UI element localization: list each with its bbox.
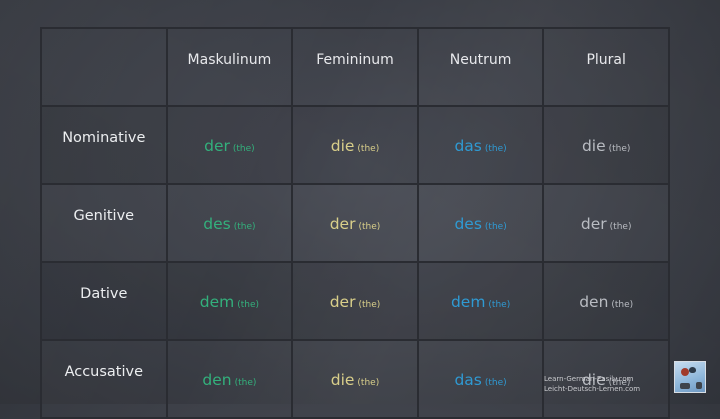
article-gloss: (the) xyxy=(484,221,507,232)
article-cell-neuter: des (the) xyxy=(416,183,545,263)
website-url-english: Learn-German-Easily.com xyxy=(544,375,634,383)
table-row-dative: Dative dem (the) der (the) dem (the) den (th… xyxy=(40,261,670,341)
article-cell-plural: der (the) xyxy=(542,183,670,263)
table-row-nominative: Nominative der (the) die (the) das (the) di… xyxy=(40,105,670,185)
article-gloss: (the) xyxy=(608,377,631,388)
article-cell-masculine: der (the) xyxy=(165,105,294,185)
article-word: die xyxy=(330,136,355,155)
article-cell-masculine: des (the) xyxy=(165,183,294,263)
row-label: Accusative xyxy=(40,339,168,419)
column-header-plural: Plural xyxy=(542,27,670,107)
article-word: der xyxy=(204,136,230,155)
logo-object2-icon xyxy=(696,382,702,389)
article-word: den xyxy=(579,292,609,311)
article-gloss: (the) xyxy=(232,143,255,154)
article-cell-plural: den (the) xyxy=(542,261,670,341)
article-gloss: (the) xyxy=(357,377,380,388)
article-cell-neuter: das (the) xyxy=(416,105,545,185)
article-cell-neuter: das (the) xyxy=(416,339,545,419)
article-word: das xyxy=(454,136,482,155)
article-gloss: (the) xyxy=(358,299,381,310)
article-gloss: (the) xyxy=(234,377,257,388)
article-word: die xyxy=(581,370,606,389)
article-word: das xyxy=(454,370,482,389)
corner-cell xyxy=(40,27,168,107)
column-header-masculine: Maskulinum xyxy=(165,27,294,107)
article-cell-masculine: den (the) xyxy=(165,339,294,419)
article-word: des xyxy=(203,214,231,233)
article-cell-feminine: die (the) xyxy=(291,339,419,419)
article-word: dem xyxy=(450,292,486,311)
article-cell-feminine: der (the) xyxy=(291,183,419,263)
row-label: Dative xyxy=(40,261,168,341)
article-gloss: (the) xyxy=(237,299,260,310)
column-header-neuter: Neutrum xyxy=(416,27,545,107)
article-word: der xyxy=(329,214,356,233)
article-word: den xyxy=(202,370,232,389)
article-word: dem xyxy=(199,292,235,311)
header-row: Maskulinum Femininum Neutrum Plural xyxy=(40,27,670,107)
article-gloss: (the) xyxy=(488,299,511,310)
article-gloss: (the) xyxy=(357,143,380,154)
article-word: die xyxy=(330,370,355,389)
article-gloss: (the) xyxy=(611,299,634,310)
article-gloss: (the) xyxy=(484,143,507,154)
row-label: Nominative xyxy=(40,105,168,185)
site-logo-icon xyxy=(674,361,706,393)
article-gloss: (the) xyxy=(609,221,632,232)
article-gloss: (the) xyxy=(358,221,381,232)
logo-object-icon xyxy=(680,383,690,389)
article-cell-masculine: dem (the) xyxy=(165,261,294,341)
article-word: der xyxy=(329,292,356,311)
row-label: Genitive xyxy=(40,183,168,263)
german-articles-table: Maskulinum Femininum Neutrum Plural Nomi… xyxy=(40,27,670,419)
column-header-feminine: Femininum xyxy=(291,27,419,107)
table-row-genitive: Genitive des (the) der (the) des (the) der(… xyxy=(40,183,670,263)
article-gloss: (the) xyxy=(608,143,631,154)
article-cell-feminine: die (the) xyxy=(291,105,419,185)
website-credits: Learn-German-Easily.com Leicht-Deutsch-L… xyxy=(544,375,640,394)
article-word: die xyxy=(581,136,606,155)
article-word: des xyxy=(454,214,482,233)
article-cell-neuter: dem (the) xyxy=(416,261,545,341)
article-gloss: (the) xyxy=(484,377,507,388)
article-gloss: (the) xyxy=(233,221,256,232)
article-word: der xyxy=(580,214,607,233)
article-cell-plural: die (the) xyxy=(542,105,670,185)
logo-figure2-icon xyxy=(689,367,696,373)
article-cell-feminine: der (the) xyxy=(291,261,419,341)
logo-figure-icon xyxy=(681,368,689,376)
website-url-german: Leicht-Deutsch-Lernen.com xyxy=(544,384,641,393)
